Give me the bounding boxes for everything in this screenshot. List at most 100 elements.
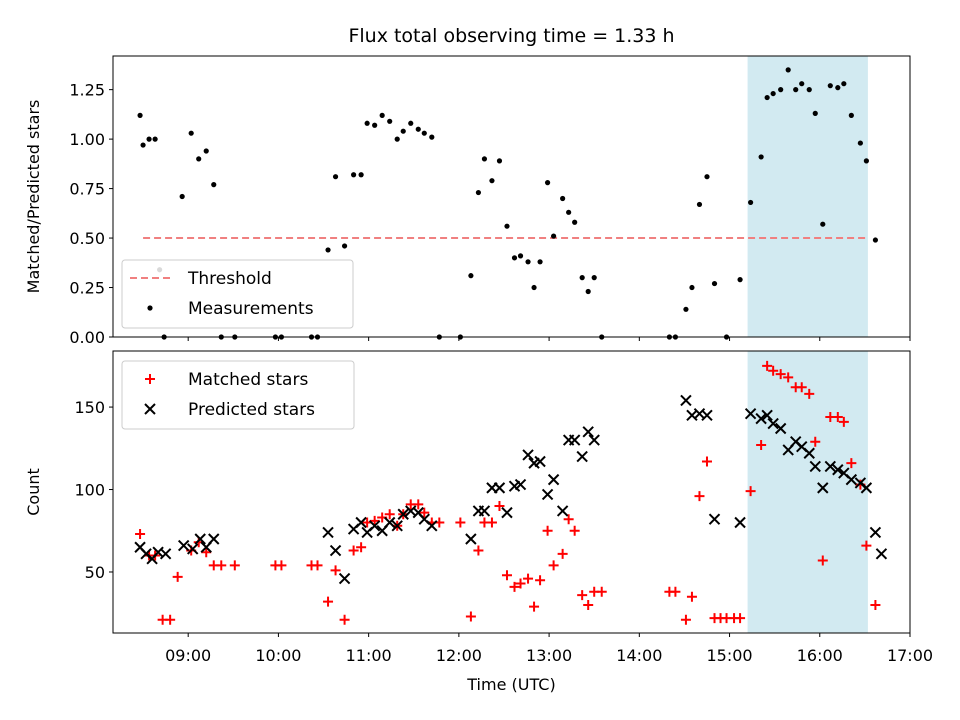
x-tick-label: 11:00 <box>346 646 392 665</box>
data-point <box>517 253 524 259</box>
x-tick-label: 16:00 <box>797 646 843 665</box>
data-point <box>680 614 691 625</box>
legend-label: Matched stars <box>188 370 308 390</box>
data-point <box>372 122 378 128</box>
data-point <box>325 247 331 253</box>
data-point <box>152 136 158 142</box>
data-point <box>832 464 844 476</box>
data-point <box>419 507 430 518</box>
data-point <box>566 209 572 215</box>
data-point <box>556 505 569 517</box>
data-point <box>846 458 857 469</box>
data-point <box>744 407 757 420</box>
data-point <box>827 83 833 89</box>
data-point <box>869 526 882 539</box>
data-point <box>775 369 786 380</box>
data-point <box>783 372 794 383</box>
data-point <box>576 450 588 463</box>
data-point <box>186 543 199 555</box>
data-point <box>529 601 540 612</box>
data-point <box>689 284 695 291</box>
data-point <box>177 539 190 552</box>
y-tick-label: 50 <box>85 563 105 582</box>
data-point <box>429 134 435 140</box>
data-point <box>421 130 427 136</box>
data-point <box>804 388 815 399</box>
data-point <box>351 172 357 178</box>
data-point <box>338 572 351 585</box>
data-point <box>514 478 527 491</box>
data-point <box>812 110 818 116</box>
data-point <box>577 590 588 601</box>
data-point <box>203 148 209 154</box>
data-point <box>312 560 323 571</box>
data-point <box>582 426 594 438</box>
x-tick-label: 09:00 <box>165 646 211 665</box>
data-point <box>537 259 543 265</box>
data-point <box>525 259 531 265</box>
data-point <box>793 87 799 93</box>
data-point <box>322 526 334 539</box>
data-point <box>820 221 826 227</box>
data-point <box>355 516 367 529</box>
data-point <box>860 482 873 494</box>
data-point <box>832 411 843 422</box>
data-point <box>330 565 341 576</box>
data-point <box>358 172 364 178</box>
data-point <box>734 516 746 529</box>
data-point <box>548 560 559 571</box>
data-point <box>568 434 581 446</box>
data-point <box>211 182 217 188</box>
data-point <box>465 533 477 545</box>
count-panel: 50 100 150 09:00 10:00 11:00 12:00 13:00 14:00 15… <box>24 350 933 694</box>
data-point <box>379 112 385 118</box>
data-point <box>534 455 546 468</box>
data-point <box>387 118 393 124</box>
data-point <box>486 517 497 528</box>
data-point <box>579 275 585 281</box>
data-point <box>785 67 791 73</box>
data-point <box>194 533 206 545</box>
series-predicted-stars <box>134 394 888 585</box>
data-point <box>764 94 770 101</box>
data-point <box>841 81 847 87</box>
data-point <box>557 548 568 559</box>
data-point <box>696 201 703 208</box>
data-point <box>481 156 488 162</box>
data-point <box>348 545 359 556</box>
data-point <box>694 491 705 502</box>
data-point <box>810 436 821 447</box>
x-tick-label: 17:00 <box>887 646 933 665</box>
data-point <box>208 533 220 545</box>
data-point <box>745 486 756 497</box>
data-point <box>817 482 829 494</box>
plot-frame <box>112 350 911 634</box>
data-point <box>683 306 689 312</box>
data-point <box>704 174 710 180</box>
legend: Matched stars Predicted stars <box>121 360 355 430</box>
observing-window-band <box>747 56 868 337</box>
y-tick-label: 0.25 <box>69 279 105 298</box>
data-point <box>135 529 146 540</box>
data-point <box>426 520 438 532</box>
y-tick-label: 1.25 <box>69 81 105 100</box>
chart-title: Flux total observing time = 1.33 h <box>348 25 674 47</box>
data-point <box>356 542 367 553</box>
data-point <box>863 158 869 164</box>
data-point <box>501 570 512 581</box>
data-point <box>796 382 807 393</box>
data-point <box>708 513 721 525</box>
data-point <box>535 575 546 586</box>
data-point <box>817 555 828 566</box>
data-point <box>755 412 767 425</box>
data-point <box>544 180 551 186</box>
data-point <box>394 136 400 142</box>
data-point <box>400 128 406 134</box>
data-point <box>329 544 342 557</box>
ratio-panel: 0.00 0.25 0.50 0.75 1.00 1.25 Matched/Predicte… <box>24 25 911 347</box>
legend-box <box>121 360 355 430</box>
data-point <box>179 193 185 200</box>
data-point <box>511 255 518 261</box>
legend: Threshold Measurements <box>121 259 354 329</box>
data-point <box>509 581 520 592</box>
